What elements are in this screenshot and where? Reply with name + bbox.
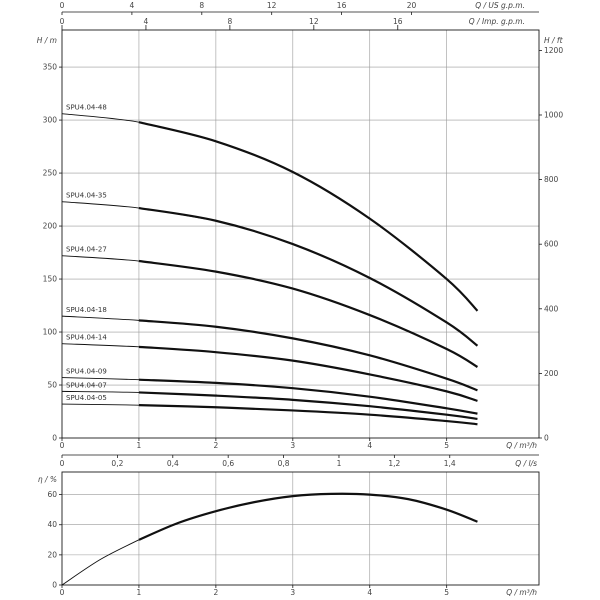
head-curve: [138, 345, 478, 402]
head-curve-start: [61, 315, 216, 328]
ft-tick-label: 600: [544, 240, 559, 249]
ls-tick-label: 0,4: [167, 459, 179, 468]
efficiency-chart: 0 20 40 60 η / % 0 1 2 3 4 5 Q / m³/h: [38, 471, 540, 597]
head-curve-start: [61, 113, 216, 142]
h-y-tick-label: 0: [52, 434, 57, 443]
eff-x-tick-label: 5: [444, 588, 449, 597]
h-y-tick-label: 250: [43, 169, 58, 178]
curve-label: SPU4.04-27: [66, 246, 107, 254]
eff-y-tick-label: 60: [47, 490, 57, 499]
eff-y-axis-label: η / %: [38, 475, 57, 484]
impgpm-tick-label: 4: [144, 17, 149, 26]
ls-flow-axis: 0 0,2 0,4 0,6 0,8 1 1,2 1,4 Q / l/s: [60, 454, 539, 468]
eff-x-tick-label: 3: [290, 588, 295, 597]
ls-axis-label: Q / l/s: [515, 459, 537, 468]
eff-x-tick-label: 1: [137, 588, 142, 597]
impgpm-tick-label: 16: [393, 17, 403, 26]
eff-x-axis-label: Q / m³/h: [506, 588, 537, 597]
ls-tick-label: 1: [337, 459, 342, 468]
curve-label: SPU4.04-14: [66, 334, 107, 342]
head-chart-frame: [61, 29, 540, 439]
h-y-axis-label: H / m: [37, 36, 57, 45]
impgpm-tick-label: 0: [60, 17, 65, 26]
usgpm-tick-label: 20: [407, 1, 417, 10]
usgpm-tick-label: 16: [337, 1, 347, 10]
h-y-tick-label: 350: [43, 63, 58, 72]
ls-tick-label: 0,8: [278, 459, 290, 468]
ls-tick-label: 0,2: [111, 459, 123, 468]
curve-label: SPU4.04-07: [66, 381, 107, 389]
ls-tick-label: 0: [60, 459, 65, 468]
usgpm-tick-label: 4: [130, 1, 135, 10]
head-curve-start: [61, 201, 216, 222]
impgpm-tick-label: 8: [227, 17, 232, 26]
head-curve: [138, 319, 478, 392]
impgpm-tick-label: 12: [309, 17, 319, 26]
h-x-tick-label: 1: [137, 441, 142, 450]
h-y-tick-label: 200: [43, 222, 58, 231]
usgpm-tick-label: 12: [267, 1, 277, 10]
ls-tick-label: 1,4: [444, 459, 456, 468]
ft-axis-label: H / ft: [544, 36, 564, 45]
ls-tick-label: 0,6: [222, 459, 234, 468]
h-x-tick-label: 2: [213, 441, 218, 450]
h-x-tick-label: 3: [290, 441, 295, 450]
ls-tick-label: 1,2: [388, 459, 400, 468]
ft-tick-label: 1000: [544, 110, 563, 119]
ft-tick-label: 400: [544, 304, 559, 313]
head-curve-start: [61, 343, 216, 353]
h-y-tick-label: 150: [43, 275, 58, 284]
head-curve-start: [61, 403, 216, 408]
curve-label: SPU4.04-05: [66, 394, 107, 402]
eff-x-tick-label: 2: [213, 588, 218, 597]
eff-y-tick-label: 0: [52, 581, 57, 590]
ft-tick-label: 0: [544, 434, 549, 443]
eff-x-tick-label: 0: [60, 588, 65, 597]
usgpm-tick-label: 8: [199, 1, 204, 10]
usgpm-axis-label: Q / US g.p.m.: [475, 1, 525, 10]
eff-y-tick-label: 40: [47, 520, 57, 529]
efficiency-curve: [138, 492, 478, 541]
curve-label: SPU4.04-18: [66, 306, 107, 314]
ft-tick-label: 1200: [544, 46, 563, 55]
ft-tick-label: 200: [544, 369, 559, 378]
head-curve-start: [61, 390, 216, 397]
head-curve: [138, 404, 478, 426]
top-flow-axes: 0 4 8 12 16 20 Q / US g.p.m. 0 4 8 12 16 Q / Imp. g.…: [60, 1, 539, 30]
curve-label: SPU4.04-48: [66, 104, 107, 112]
h-y-tick-label: 300: [43, 116, 58, 125]
usgpm-tick-label: 0: [60, 1, 65, 10]
ft-tick-label: 800: [544, 175, 559, 184]
eff-y-tick-label: 20: [47, 550, 57, 559]
h-x-tick-label: 0: [60, 441, 65, 450]
h-y-tick-label: 100: [43, 328, 58, 337]
h-x-axis-label: Q / m³/h: [506, 441, 537, 450]
h-y-tick-label: 50: [47, 381, 57, 390]
h-x-tick-label: 4: [367, 441, 372, 450]
head-curve-start: [61, 377, 216, 384]
efficiency-curve-start: [61, 539, 140, 586]
eff-x-tick-label: 4: [367, 588, 372, 597]
curve-label: SPU4.04-09: [66, 368, 107, 376]
h-x-tick-label: 5: [444, 441, 449, 450]
eff-chart-frame: [61, 471, 540, 586]
curve-label: SPU4.04-35: [66, 192, 107, 200]
impgpm-axis-label: Q / Imp. g.p.m.: [469, 17, 525, 26]
head-curve-start: [61, 255, 216, 273]
